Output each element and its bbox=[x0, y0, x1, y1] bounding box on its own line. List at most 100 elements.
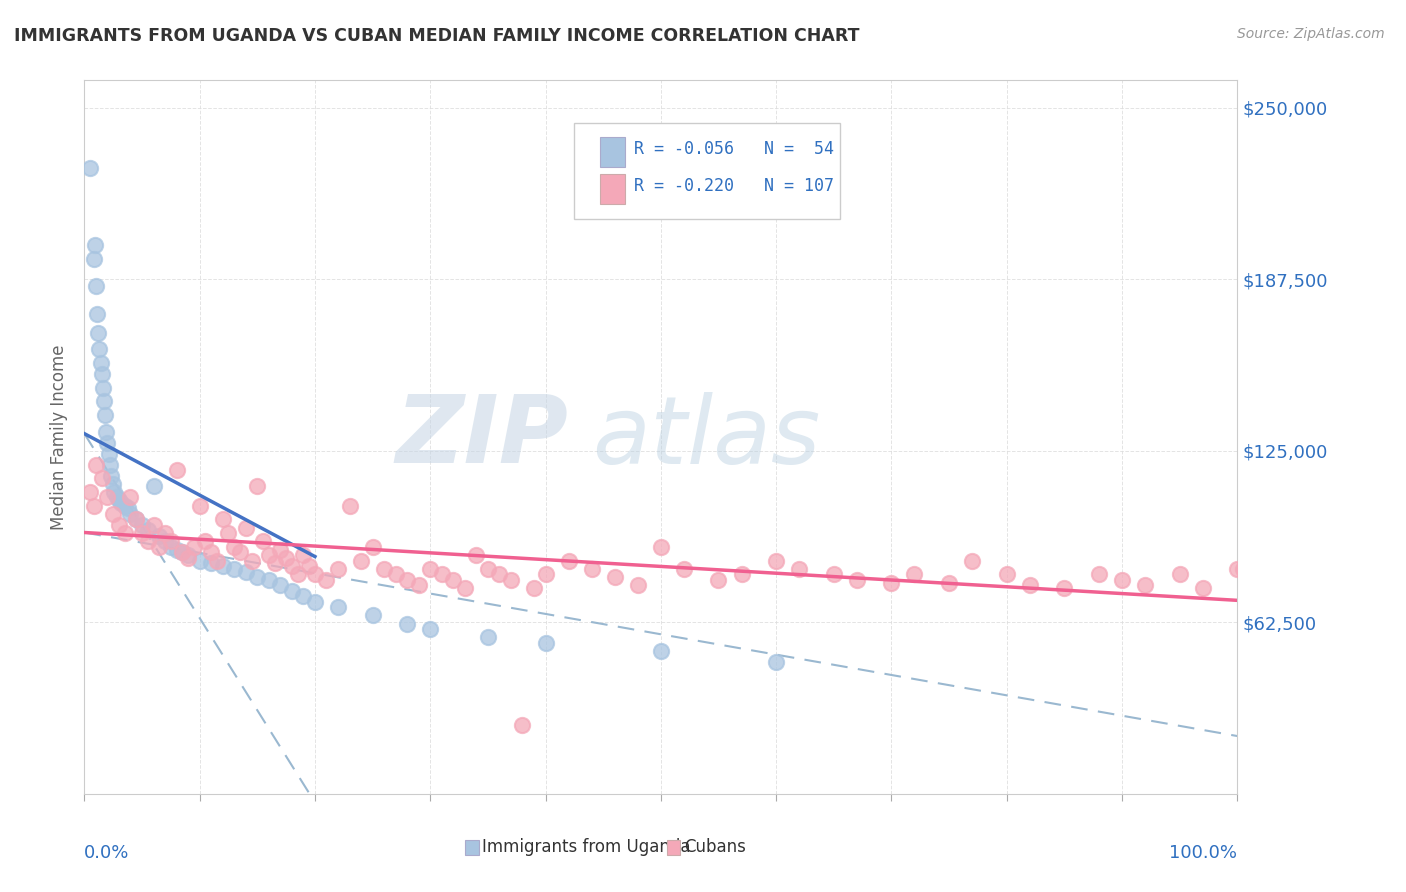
Text: Source: ZipAtlas.com: Source: ZipAtlas.com bbox=[1237, 27, 1385, 41]
Point bbox=[257, 548, 280, 562]
Point bbox=[90, 471, 112, 485]
Point bbox=[298, 559, 321, 574]
Point bbox=[292, 548, 315, 562]
Point bbox=[627, 578, 650, 592]
Point bbox=[166, 542, 188, 557]
Point bbox=[707, 573, 730, 587]
Point bbox=[995, 567, 1018, 582]
Text: 100.0%: 100.0% bbox=[1170, 844, 1237, 862]
Bar bbox=[465, 840, 478, 855]
Point bbox=[276, 550, 298, 565]
Point bbox=[523, 581, 546, 595]
Point bbox=[240, 553, 263, 567]
Point bbox=[765, 553, 787, 567]
Point bbox=[105, 491, 128, 505]
Point bbox=[120, 507, 142, 521]
Point bbox=[160, 534, 183, 549]
Point bbox=[235, 565, 257, 579]
Point bbox=[326, 562, 349, 576]
Point bbox=[142, 517, 165, 532]
Point bbox=[131, 526, 153, 541]
Point bbox=[845, 573, 868, 587]
Point bbox=[83, 238, 105, 252]
Point bbox=[581, 562, 603, 576]
Point bbox=[384, 567, 406, 582]
Text: ZIP: ZIP bbox=[395, 391, 568, 483]
Point bbox=[87, 326, 110, 340]
Point bbox=[650, 540, 672, 554]
Point bbox=[235, 521, 257, 535]
Point bbox=[1399, 586, 1406, 600]
Point bbox=[465, 548, 488, 562]
Point bbox=[160, 540, 183, 554]
Point bbox=[419, 622, 441, 636]
Point bbox=[96, 435, 118, 450]
Point bbox=[1111, 573, 1133, 587]
Point bbox=[172, 545, 194, 559]
Point bbox=[880, 575, 903, 590]
Point bbox=[172, 545, 194, 559]
Point bbox=[117, 501, 139, 516]
Point bbox=[477, 631, 499, 645]
Point bbox=[269, 578, 291, 592]
Point bbox=[120, 491, 142, 505]
Point bbox=[534, 636, 557, 650]
Point bbox=[441, 573, 464, 587]
Point bbox=[89, 343, 111, 357]
Point bbox=[218, 526, 240, 541]
Point bbox=[396, 573, 419, 587]
Point bbox=[136, 534, 159, 549]
Point bbox=[281, 559, 304, 574]
Point bbox=[166, 463, 188, 477]
Point bbox=[108, 517, 131, 532]
Point bbox=[1133, 578, 1156, 592]
Point bbox=[603, 570, 626, 584]
Point bbox=[252, 534, 274, 549]
Point bbox=[90, 367, 112, 381]
Point bbox=[1018, 578, 1040, 592]
Point bbox=[79, 485, 101, 500]
Point bbox=[304, 595, 326, 609]
Point bbox=[373, 562, 395, 576]
Point bbox=[83, 252, 105, 266]
Point bbox=[205, 553, 228, 567]
Text: IMMIGRANTS FROM UGANDA VS CUBAN MEDIAN FAMILY INCOME CORRELATION CHART: IMMIGRANTS FROM UGANDA VS CUBAN MEDIAN F… bbox=[14, 27, 859, 45]
Point bbox=[246, 479, 269, 493]
FancyBboxPatch shape bbox=[575, 123, 839, 219]
Text: 0.0%: 0.0% bbox=[84, 844, 129, 862]
Point bbox=[1168, 567, 1191, 582]
Point bbox=[1284, 575, 1306, 590]
Point bbox=[823, 567, 845, 582]
Point bbox=[103, 507, 124, 521]
Text: atlas: atlas bbox=[592, 392, 820, 483]
Point bbox=[93, 394, 115, 409]
Point bbox=[100, 468, 122, 483]
Point bbox=[83, 499, 105, 513]
Point bbox=[200, 545, 222, 559]
Point bbox=[408, 578, 430, 592]
Point bbox=[114, 499, 136, 513]
Point bbox=[125, 512, 148, 526]
Bar bbox=[600, 137, 626, 167]
Point bbox=[938, 575, 960, 590]
Point bbox=[1088, 567, 1111, 582]
Point bbox=[153, 534, 176, 549]
Point bbox=[84, 279, 107, 293]
Point bbox=[211, 512, 233, 526]
Point bbox=[263, 557, 285, 571]
Bar bbox=[600, 174, 626, 204]
Point bbox=[148, 540, 170, 554]
Point bbox=[1249, 567, 1271, 582]
Point bbox=[84, 458, 107, 472]
Point bbox=[1341, 581, 1364, 595]
Point bbox=[103, 485, 125, 500]
Point bbox=[430, 567, 453, 582]
Point bbox=[200, 557, 222, 571]
Point bbox=[269, 542, 291, 557]
Point bbox=[188, 553, 211, 567]
Point bbox=[94, 408, 117, 422]
Y-axis label: Median Family Income: Median Family Income bbox=[51, 344, 69, 530]
Point bbox=[281, 583, 304, 598]
Text: Immigrants from Uganda: Immigrants from Uganda bbox=[482, 838, 690, 856]
Point bbox=[477, 562, 499, 576]
